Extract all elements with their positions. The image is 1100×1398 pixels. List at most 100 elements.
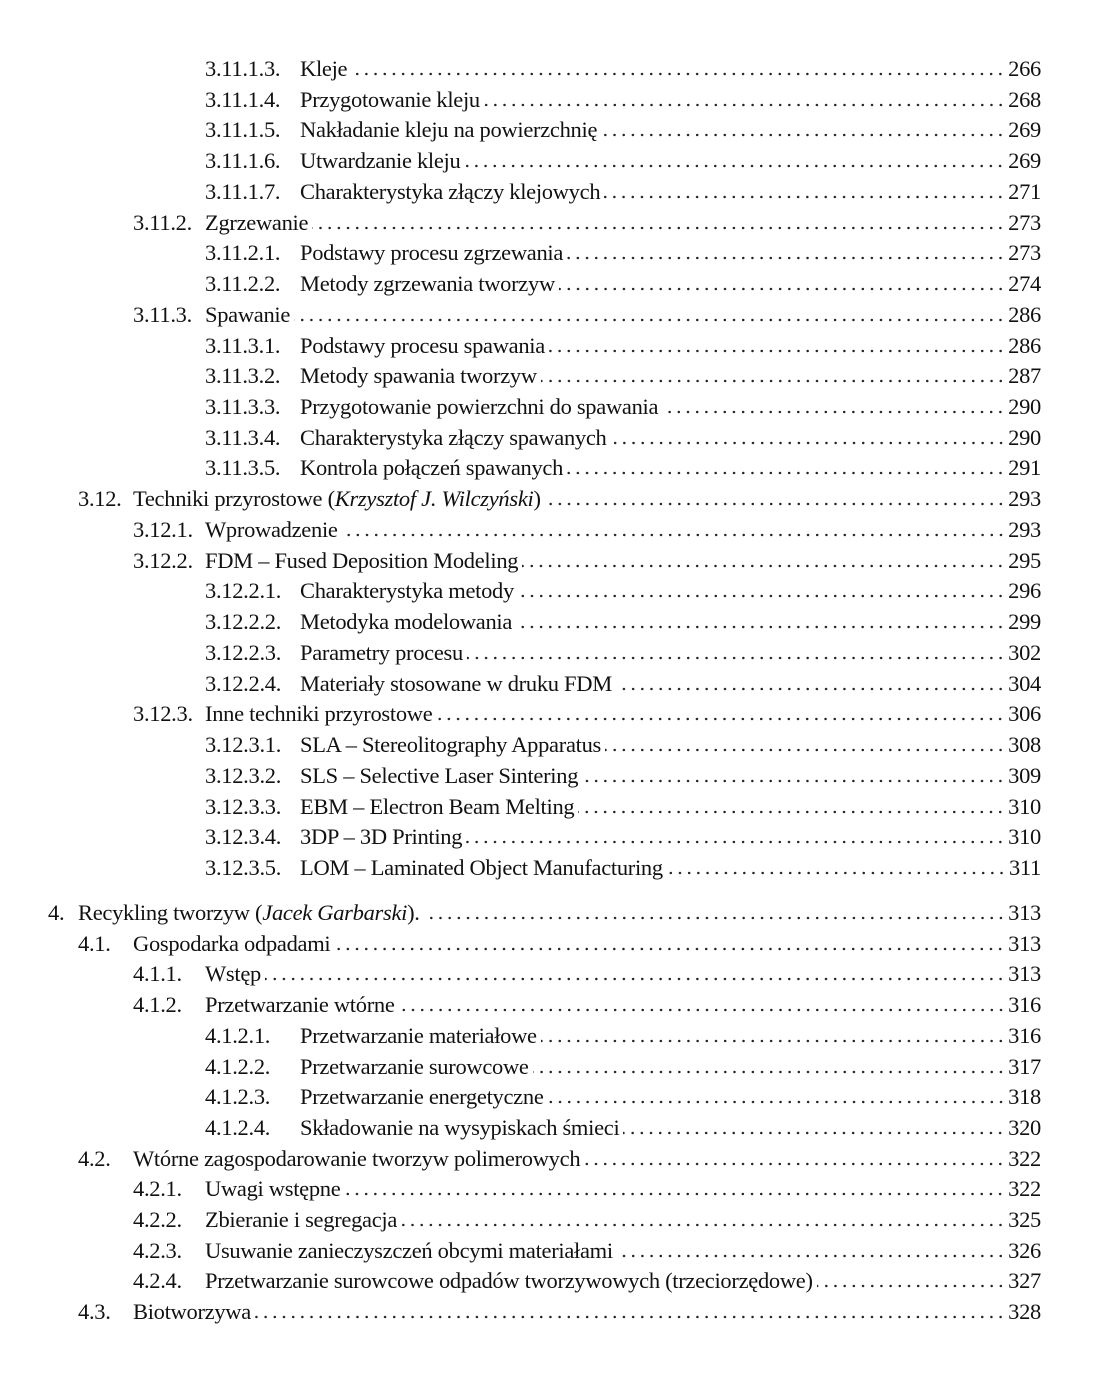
dot-leader	[540, 379, 1006, 384]
toc-entry: 3.12.1. Wprowadzenie 293	[0, 513, 1041, 543]
entry-author: Krzysztof J. Wilczyński	[334, 486, 534, 512]
dot-leader	[610, 440, 1006, 445]
entry-number: 3.12.3.2.	[205, 762, 282, 788]
page-number: 296	[1008, 578, 1041, 604]
dot-leader	[254, 1315, 1006, 1320]
page-number: 302	[1008, 639, 1041, 665]
dot-leader	[616, 1253, 1006, 1258]
entry-title: Podstawy procesu spawania	[300, 332, 545, 358]
page-number: 287	[1008, 363, 1041, 389]
toc-entry: 3.12.2.3. Parametry procesu 302	[0, 636, 1041, 666]
entry-title: Utwardzanie kleju	[300, 148, 461, 174]
entry-number: 3.12.2.3.	[205, 639, 282, 665]
toc-entry: 4.2. Wtórne zagospodarowanie tworzyw poli…	[0, 1142, 1041, 1172]
entry-number: 4.2.2.	[133, 1207, 182, 1232]
entry-number: 3.12.3.3.	[205, 793, 282, 819]
page-number: 325	[1008, 1207, 1041, 1232]
page-number: 286	[1008, 301, 1041, 327]
entry-title: Kleje	[300, 56, 348, 81]
entry-title: Techniki przyrostowe (Krzysztof J. Wilcz…	[133, 486, 541, 512]
toc-entry: 4.3. Biotworzywa 328	[0, 1295, 1041, 1325]
dot-leader	[540, 1038, 1006, 1043]
toc-entry: 3.12.2.4. Materiały stosowane w druku FDM…	[0, 667, 1041, 697]
entry-title: Wtórne zagospodarowanie tworzyw polimero…	[133, 1145, 581, 1171]
entry-title: Nakładanie kleju na powierzchnię	[300, 117, 598, 143]
entry-title: Zgrzewanie	[205, 209, 309, 235]
toc-entry: 4.1. Gospodarka odpadami 313	[0, 927, 1041, 957]
entry-number: 3.11.1.7.	[205, 178, 281, 204]
entry-title: Przygotowanie kleju	[300, 86, 480, 112]
entry-number: 4.1.	[78, 930, 111, 956]
page-number: 273	[1008, 209, 1041, 235]
dot-leader	[334, 946, 1006, 951]
entry-number: 4.2.4.	[133, 1268, 182, 1294]
page-number: 327	[1008, 1268, 1041, 1294]
toc-entry: 4.2.1. Uwagi wstępne 322	[0, 1172, 1041, 1202]
entry-number: 4.1.2.	[133, 992, 182, 1018]
entry-number: 4.	[48, 900, 65, 925]
dot-leader	[401, 1223, 1006, 1227]
toc-entry: 3.11.1.6. Utwardzanie kleju 269	[0, 144, 1041, 174]
entry-title: Recykling tworzyw (Jacek Garbarski).	[78, 900, 420, 925]
toc-entry: 3.12.2.1. Charakterystyka metody 296	[0, 574, 1041, 604]
entry-title: Metody spawania tworzyw	[300, 363, 537, 389]
toc-entry: 3.11.1.5. Nakładanie kleju na powierzchni…	[0, 113, 1041, 143]
dot-leader	[567, 471, 1006, 476]
entry-number: 3.11.1.6.	[205, 148, 281, 174]
entry-author: Jacek Garbarski	[262, 900, 408, 925]
entry-number: 4.2.1.	[133, 1176, 182, 1202]
page-number: 309	[1008, 762, 1041, 788]
dot-leader	[548, 348, 1006, 353]
entry-title: FDM – Fused Deposition Modeling	[205, 547, 519, 573]
entry-title: Charakterystyka metody	[300, 578, 514, 604]
page-number: 269	[1008, 148, 1041, 174]
page-number: 299	[1008, 609, 1041, 635]
dot-leader	[294, 317, 1006, 322]
dot-leader	[547, 1100, 1006, 1105]
entry-number: 3.11.3.2.	[205, 363, 281, 389]
entry-title: Kontrola połączeń spawanych	[300, 455, 564, 481]
page-number: 318	[1008, 1084, 1041, 1110]
toc-entry: 3.12.3.2. SLS – Selective Laser Sintering…	[0, 759, 1041, 789]
page-number: 311	[1008, 854, 1041, 880]
page-number: 290	[1008, 424, 1041, 450]
dot-leader	[582, 778, 1006, 783]
toc-entry: 4.1.2.3. Przetwarzanie energetyczne 318	[0, 1080, 1041, 1110]
dot-leader	[816, 1284, 1006, 1289]
entry-number: 4.1.2.4.	[205, 1114, 271, 1140]
page-number: 304	[1008, 670, 1041, 696]
entry-title: Materiały stosowane w druku FDM	[300, 670, 612, 696]
page-number: 322	[1008, 1176, 1041, 1202]
page-number: 310	[1008, 824, 1041, 850]
toc-entry: 3.11.1.3. Kleje 266	[0, 52, 1041, 82]
page-number: 266	[1008, 56, 1041, 81]
entry-number: 3.12.3.	[133, 701, 193, 727]
entry-number: 3.12.	[78, 486, 122, 512]
page-number: 316	[1008, 1022, 1041, 1048]
dot-leader	[341, 532, 1006, 537]
entry-title: EBM – Electron Beam Melting	[300, 793, 575, 819]
toc-entry: 3.11.3.5. Kontrola połączeń spawanych 291	[0, 451, 1041, 481]
toc-entry: 3.11.2.2. Metody zgrzewania tworzyw 274	[0, 267, 1041, 297]
entry-number: 4.1.2.2.	[205, 1053, 271, 1079]
dot-leader	[662, 410, 1006, 415]
page-number: 313	[1008, 930, 1041, 956]
page-number: 310	[1008, 793, 1041, 819]
dot-leader	[558, 287, 1006, 292]
entry-number: 3.12.1.	[133, 516, 193, 542]
entry-title: Spawanie	[205, 301, 291, 327]
dot-leader	[423, 916, 1006, 920]
entry-title: Charakterystyka złączy klejowych	[300, 178, 601, 204]
toc-entry: 4.2.4. Przetwarzanie surowcowe odpadów tw…	[0, 1264, 1041, 1294]
page-number: 269	[1008, 117, 1041, 143]
dot-leader	[522, 563, 1006, 568]
toc-entry: 4.1.2.4. Składowanie na wysypiskach śmiec…	[0, 1111, 1041, 1141]
dot-leader	[578, 809, 1006, 814]
dot-leader	[604, 748, 1006, 753]
entry-title: Parametry procesu	[300, 639, 463, 665]
page-number: 316	[1008, 992, 1041, 1018]
entry-title: Przygotowanie powierzchni do spawania	[300, 394, 659, 420]
entry-title: Przetwarzanie wtórne	[205, 992, 395, 1018]
entry-title: Przetwarzanie energetyczne	[300, 1084, 544, 1110]
entry-number: 3.12.2.2.	[205, 609, 282, 635]
